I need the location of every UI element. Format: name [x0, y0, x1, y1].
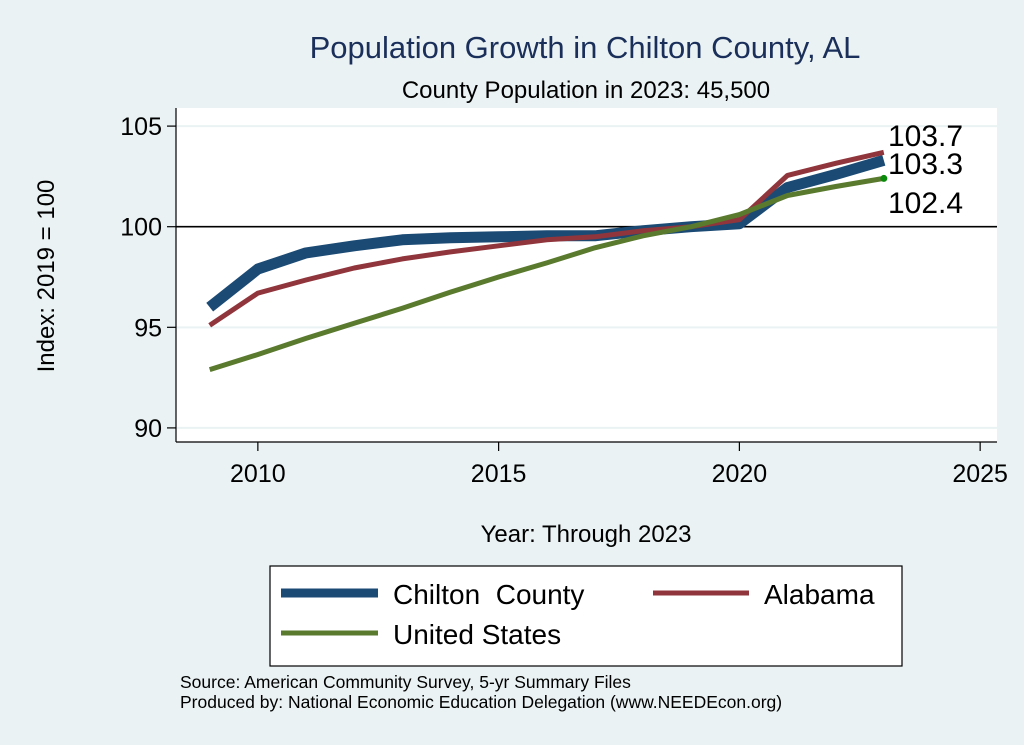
y-axis-ticks: 90 95 100 105	[120, 113, 176, 443]
end-label-united-states: 102.4	[888, 187, 963, 220]
x-axis-ticks: 2010 2015 2020 2025	[230, 442, 1008, 488]
x-tick-label-2015: 2015	[471, 460, 527, 488]
y-tick-label-105: 105	[120, 113, 162, 141]
legend-box	[269, 565, 903, 667]
x-tick-label-2010: 2010	[230, 460, 286, 488]
gridlines	[176, 125, 997, 429]
x-tick-label-2025: 2025	[952, 460, 1008, 488]
end-label-alabama: 103.7	[888, 120, 963, 153]
y-tick-label-95: 95	[134, 314, 162, 342]
x-tick-label-2020: 2020	[712, 460, 768, 488]
y-tick-label-90: 90	[134, 415, 162, 443]
producer-note: Produced by: National Economic Education…	[180, 692, 782, 712]
series-line-united-states	[208, 175, 885, 372]
chart-title: Population Growth in Chilton County, AL	[310, 30, 861, 65]
y-axis-title: Index: 2019 = 100	[33, 180, 60, 373]
series-lines	[206, 149, 888, 372]
source-note: Source: American Community Survey, 5-yr …	[180, 672, 631, 692]
end-label-chilton-county: 103.3	[888, 148, 963, 181]
legend-label-united-states: United States	[393, 619, 561, 650]
end-marker-united-states	[880, 174, 888, 182]
x-axis-title: Year: Through 2023	[481, 521, 692, 548]
legend-label-chilton-county: Chilton County	[393, 579, 584, 610]
series-line-alabama	[208, 149, 885, 328]
y-tick-label-100: 100	[120, 214, 162, 242]
chart-subtitle: County Population in 2023: 45,500	[402, 77, 770, 104]
legend: Chilton County Alabama United States	[269, 565, 903, 667]
legend-label-alabama: Alabama	[764, 579, 875, 610]
